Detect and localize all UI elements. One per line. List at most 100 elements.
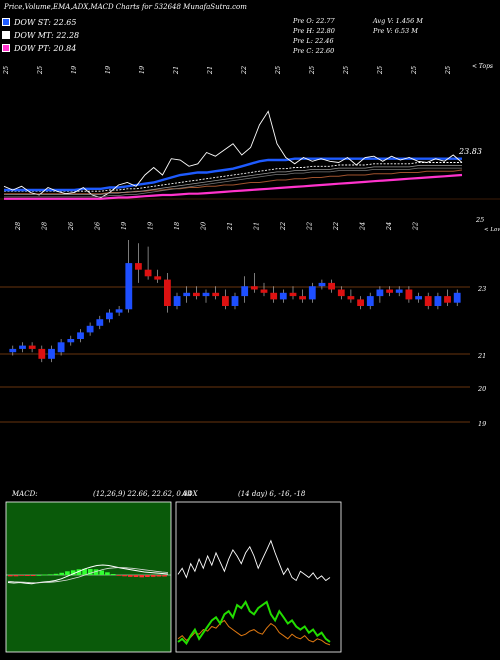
candle-body: [48, 348, 55, 359]
macd-histogram-bar: [150, 575, 156, 577]
legend-label-st: DOW ST: 22.65: [14, 18, 77, 27]
macd-histogram-bar: [53, 573, 59, 576]
macd-histogram-bar: [110, 574, 116, 575]
candle-body: [106, 312, 113, 320]
macd-histogram-bar: [156, 575, 162, 577]
adx-panel: ADX (14 day) 6, -16, -18: [175, 490, 342, 653]
candle-body: [299, 296, 306, 300]
candle-body: [386, 289, 393, 293]
macd-histogram-bar: [122, 575, 127, 577]
bottom-date-label: 28: [14, 222, 22, 231]
bottom-date-label: 22: [279, 222, 287, 231]
bottom-date-label: 21: [253, 222, 261, 231]
bottom-date-label: 24: [359, 222, 367, 231]
candle-body: [395, 289, 403, 293]
bottom-date-label: 19: [147, 222, 155, 230]
series-ema-mt-band: [4, 165, 462, 195]
candle-body: [135, 263, 142, 270]
bottom-date-label: 22: [412, 222, 420, 231]
legend-swatch-pink: [2, 44, 10, 52]
candle-body: [241, 286, 249, 297]
adx-series-adx: [177, 539, 331, 582]
candle-body: [376, 289, 384, 297]
macd-histogram-bar: [139, 575, 144, 578]
candle-body: [222, 296, 229, 306]
stat-prev-open: Pre O: 22.77: [293, 17, 335, 25]
y-tick-label: 19: [478, 420, 486, 428]
series-ema-mt-band-2: [4, 167, 462, 198]
bottom-date-label: 19: [120, 222, 128, 230]
bottom-date-label: 22: [332, 222, 340, 231]
stat-avg-volume: Avg V: 1.456 M: [373, 17, 423, 25]
chart-title: Price,Volume,EMA,ADX,MACD Charts for 532…: [4, 3, 247, 11]
stat-prev-low: Pre L: 22.46: [293, 37, 334, 45]
bottom-date-label: 26: [94, 222, 102, 231]
top-date-label: 25: [308, 66, 316, 75]
candle-body: [318, 282, 326, 287]
bottom-date-label: 22: [306, 222, 314, 231]
series-dow-pt: [4, 173, 463, 200]
macd-histogram-bar: [19, 575, 24, 576]
candle-body: [77, 332, 84, 339]
candle-body: [328, 282, 335, 290]
macd-histogram-bar: [99, 570, 104, 575]
macd-histogram-bar: [76, 569, 82, 576]
macd-title: MACD:: [11, 490, 38, 498]
right-tick-label: 25: [475, 216, 484, 224]
candle-body: [434, 296, 442, 306]
macd-histogram-bar: [70, 570, 76, 576]
candle-body: [250, 286, 258, 290]
macd-histogram-bar: [93, 569, 99, 576]
candle-body: [270, 292, 278, 300]
y-tick-label: 21: [477, 352, 486, 360]
macd-histogram-bar: [36, 575, 42, 576]
top-date-label: 25: [2, 66, 10, 75]
macd-histogram-bar: [88, 569, 93, 575]
top-date-label: 21: [206, 66, 214, 75]
macd-histogram-bar: [128, 575, 133, 577]
macd-line: [7, 564, 169, 585]
macd-histogram-bar: [48, 574, 53, 576]
stat-prev-volume: Pre V: 6.53 M: [373, 27, 418, 35]
candle-body: [144, 269, 152, 277]
macd-panel: MACD: (12,26,9) 22.66, 22.62, 0.04: [5, 490, 192, 653]
adx-series-minus-di: [177, 619, 331, 646]
candle-body: [125, 263, 133, 310]
adx-frame: [175, 501, 342, 653]
candle-body: [9, 348, 17, 353]
candle-body: [260, 289, 268, 293]
candle-body: [173, 296, 181, 306]
series-ema-lt: [4, 169, 463, 195]
stat-prev-close: Pre C: 22.60: [293, 47, 335, 55]
top-date-label: 19: [70, 66, 78, 74]
macd-histogram-bar: [30, 575, 36, 576]
candle-body: [86, 325, 94, 333]
macd-histogram-bar: [59, 572, 64, 576]
candle-body: [231, 296, 239, 306]
bottom-date-label: 20: [200, 222, 208, 231]
legend-swatch-blue: [2, 18, 10, 26]
macd-histogram-bar: [162, 575, 167, 577]
legend-swatch-white: [2, 31, 10, 39]
top-date-label: 25: [36, 66, 44, 75]
candle-body: [337, 289, 345, 297]
candle-body: [289, 292, 297, 297]
bottom-date-label: 26: [67, 222, 75, 231]
top-date-label: 19: [138, 66, 146, 74]
top-date-label: 25: [342, 66, 350, 75]
top-date-label: 19: [104, 66, 112, 74]
top-date-label: 25: [444, 66, 452, 75]
price-ema-panel: 25 25 19 19 19 21 21 22 25 25 25 25 25 25 < Tops 23.83: [0, 63, 500, 200]
signal-line: [7, 567, 169, 584]
candle-body: [164, 279, 171, 306]
lows-axis-label: < Lows: [484, 227, 500, 233]
candle-body: [202, 292, 210, 297]
y-tick-label: 20: [477, 385, 486, 393]
candle-body: [308, 286, 316, 300]
candle-body: [357, 299, 364, 306]
candle-body: [57, 342, 65, 353]
macd-histogram-bar: [116, 575, 122, 576]
macd-histogram-bar: [82, 568, 87, 576]
tops-axis-label: < Tops: [472, 63, 493, 70]
